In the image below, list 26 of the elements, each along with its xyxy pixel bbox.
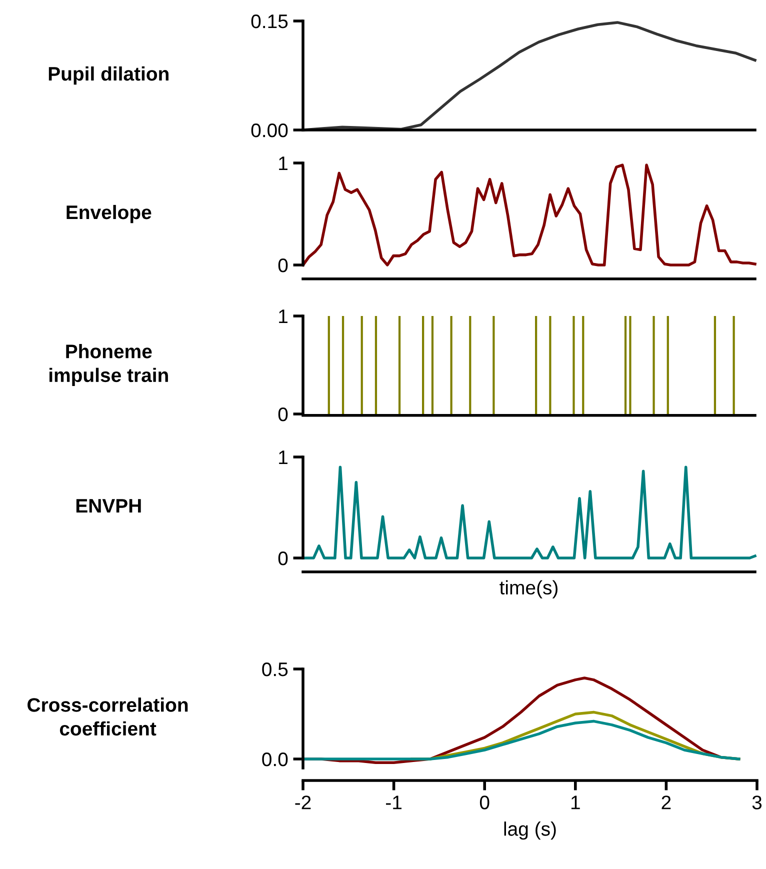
y-tick-label: 0.15 — [251, 14, 288, 28]
y-tick-label: 0.0 — [262, 752, 288, 766]
x-tick-label: -2 — [295, 796, 311, 810]
line-series — [302, 466, 756, 560]
y-axis-title: Pupil dilation — [48, 66, 168, 85]
y-tick-label: 1 — [279, 310, 288, 324]
x-tick-label: -1 — [386, 796, 402, 810]
y-axis-title: Phoneme impulse train — [49, 344, 168, 386]
x-tick-label: 2 — [662, 796, 671, 810]
line-series — [302, 720, 740, 760]
x-axis-title: lag (s) — [504, 822, 556, 840]
y-tick-label: 0.00 — [251, 123, 288, 138]
x-tick-label: 1 — [571, 796, 580, 810]
y-axis-title: ENVPH — [76, 499, 141, 513]
x-tick-label: 3 — [752, 796, 762, 810]
y-axis-title: Cross-correlation coefficient — [28, 698, 188, 736]
y-tick-label: 0 — [278, 407, 288, 422]
line-series — [302, 164, 756, 266]
y-tick-label: 0.5 — [262, 662, 288, 676]
y-tick-label: 0 — [278, 551, 288, 566]
y-tick-label: 1 — [279, 156, 288, 170]
y-axis-title: Envelope — [66, 204, 152, 224]
y-tick-label: 1 — [279, 450, 288, 464]
x-tick-label: 0 — [480, 796, 490, 810]
y-tick-label: 0 — [278, 258, 288, 272]
x-axis-title: time(s) — [500, 580, 558, 598]
